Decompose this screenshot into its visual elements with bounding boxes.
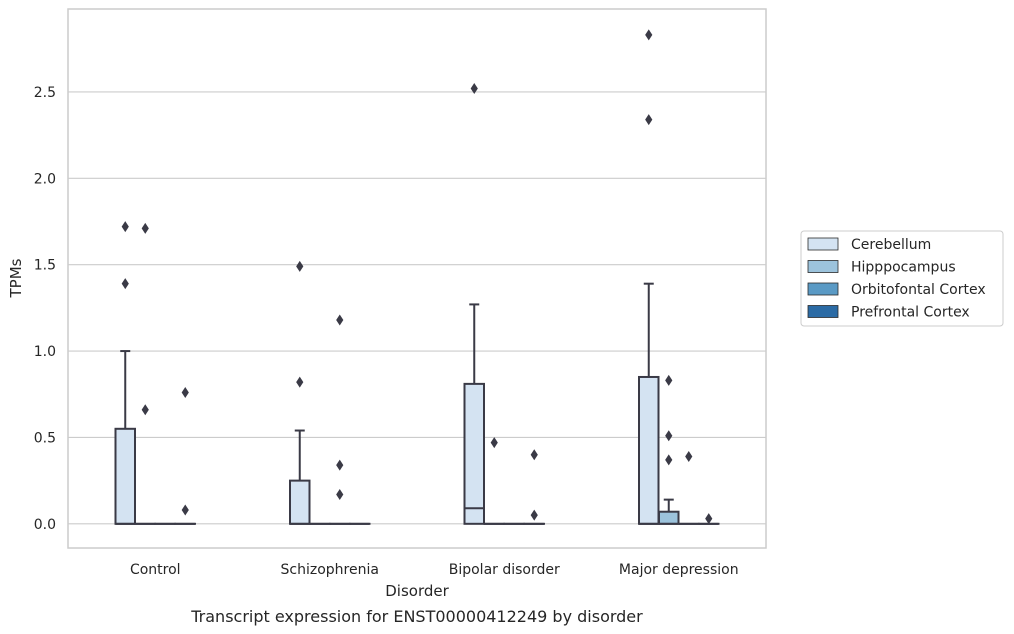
outlier-point [665, 374, 673, 386]
legend-label: Prefrontal Cortex [851, 305, 970, 321]
box-rect [463, 382, 485, 525]
y-tick-label: 0.5 [34, 430, 56, 446]
x-axis-label: Disorder [385, 582, 449, 600]
box-cerebellum [289, 260, 311, 525]
x-ticks: Control Schizophrenia Bipolar disorder Majo… [130, 562, 739, 578]
box-hipppocampus [483, 437, 505, 525]
y-tick-label: 0.0 [34, 517, 56, 533]
legend-frame [800, 230, 1004, 327]
box-orbitofontal-cortex [678, 450, 700, 525]
boxes [114, 29, 720, 525]
outlier-point [121, 221, 129, 233]
outlier-point [530, 449, 538, 461]
outlier-point [336, 314, 344, 326]
x-tick-label: Bipolar disorder [449, 562, 560, 578]
x-tick-label: Major depression [619, 562, 739, 578]
legend-swatch [807, 305, 839, 318]
outlier-point [470, 82, 478, 94]
y-tick-label: 1.5 [34, 258, 56, 274]
outlier-point [296, 260, 304, 272]
legend-label: Cerebellum [851, 237, 931, 253]
box-cerebellum [463, 82, 485, 525]
box-prefrontal-cortex [523, 449, 545, 525]
outlier-point [665, 454, 673, 466]
legend-swatch [807, 260, 839, 273]
y-axis-label: TPMs [7, 258, 25, 298]
box-prefrontal-cortex [698, 513, 720, 525]
outlier-point [530, 509, 538, 521]
box-rect [114, 427, 136, 525]
box-hipppocampus [658, 374, 680, 525]
outlier-point [141, 222, 149, 234]
outlier-point [645, 29, 653, 41]
y-tick-label: 2.5 [34, 85, 56, 101]
box-hipppocampus [134, 222, 156, 525]
legend-label: Hipppocampus [851, 260, 956, 276]
y-tick-label: 2.0 [34, 171, 56, 187]
box-rect [638, 375, 660, 525]
legend-swatch [807, 237, 839, 251]
legend: Cerebellum Hipppocampus Orbitofontal Corte… [800, 230, 1004, 327]
x-tick-label: Control [130, 562, 181, 578]
box-rect [289, 479, 311, 525]
y-tick-label: 1.0 [34, 344, 56, 360]
outlier-point [336, 459, 344, 471]
outlier-point [685, 450, 693, 462]
outlier-point [705, 513, 713, 525]
outlier-point [181, 504, 189, 516]
outlier-point [296, 376, 304, 388]
outlier-point [121, 278, 129, 290]
box-cerebellum [638, 29, 660, 525]
outlier-point [490, 437, 498, 449]
box-rect [658, 510, 680, 525]
box-prefrontal-cortex [174, 387, 196, 525]
x-tick-label: Schizophrenia [281, 562, 379, 578]
plot-frame [67, 8, 767, 549]
box-cerebellum [114, 221, 136, 525]
gridlines [68, 91, 766, 525]
legend-swatch [807, 282, 839, 296]
outlier-point [645, 114, 653, 126]
y-ticks: 0.0 0.5 1.0 1.5 2.0 2.5 [34, 85, 56, 533]
outlier-point [181, 387, 189, 399]
outlier-point [665, 430, 673, 442]
outlier-point [336, 488, 344, 500]
legend-label: Orbitofontal Cortex [851, 282, 986, 298]
box-orbitofontal-cortex [329, 314, 351, 525]
chart-caption: Transcript expression for ENST0000041224… [190, 607, 643, 626]
outlier-point [141, 404, 149, 416]
